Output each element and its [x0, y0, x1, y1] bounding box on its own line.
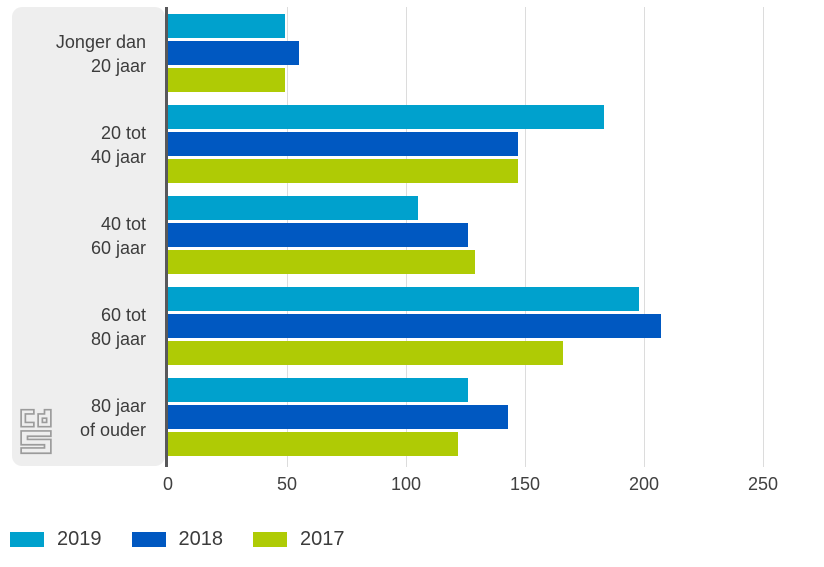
x-tick-label-200: 200 [628, 474, 660, 494]
category-label-0: Jonger dan 20 jaar [12, 30, 146, 78]
legend-label: 2017 [300, 528, 345, 550]
bar-2017-category-0 [168, 68, 285, 92]
bar-2017-category-1 [168, 159, 518, 183]
category-label-line1: 20 tot [100, 123, 146, 143]
y-axis-line [165, 7, 168, 467]
bar-2018-category-0 [168, 41, 299, 65]
category-label-line1: 40 tot [100, 214, 146, 234]
legend-item-2019: 2019 [10, 528, 102, 550]
category-label-line2: 40 jaar [90, 147, 146, 167]
bar-2017-category-4 [168, 432, 459, 456]
legend-swatch-2019 [10, 531, 44, 547]
bar-2019-category-0 [168, 14, 285, 38]
legend: 2019 2018 2017 [10, 528, 375, 550]
bar-2019-category-1 [168, 105, 604, 129]
category-label-line2: 20 jaar [90, 56, 146, 76]
category-label-line1: 80 jaar [90, 396, 146, 416]
bar-2019-category-3 [168, 287, 640, 311]
category-label-line2: 80 jaar [90, 329, 146, 349]
bar-2018-category-2 [168, 223, 468, 247]
gridline-200 [643, 7, 645, 467]
category-label-1: 20 tot 40 jaar [12, 121, 146, 169]
cbs-logo-s [20, 430, 52, 455]
category-label-line2: of ouder [79, 420, 146, 440]
legend-swatch-2017 [253, 531, 287, 547]
x-tick-label-50: 50 [276, 474, 298, 494]
legend-swatch-2018 [131, 531, 166, 547]
category-label-3: 60 tot 80 jaar [12, 303, 146, 351]
x-tick-label-100: 100 [390, 474, 422, 494]
bar-2018-category-1 [168, 132, 518, 156]
category-label-line2: 60 jaar [90, 238, 146, 258]
legend-item-2017: 2017 [253, 528, 345, 550]
cbs-logo-b [37, 408, 52, 428]
x-tick-label-150: 150 [509, 474, 541, 494]
legend-label: 2018 [178, 528, 224, 550]
bar-2017-category-3 [168, 341, 564, 365]
category-label-2: 40 tot 60 jaar [12, 212, 146, 260]
bar-2017-category-2 [168, 250, 476, 274]
x-tick-label-250: 250 [747, 474, 779, 494]
bar-2019-category-4 [168, 378, 468, 402]
legend-item-2018: 2018 [131, 528, 224, 550]
cbs-logo-c [20, 408, 35, 428]
cbs-logo-icon [20, 408, 52, 455]
legend-label: 2019 [57, 528, 102, 550]
x-tick-label-0: 0 [162, 474, 174, 494]
bar-2018-category-3 [168, 314, 661, 338]
category-label-line1: Jonger dan [55, 32, 146, 52]
category-label-4: 80 jaar of ouder [12, 394, 146, 442]
bar-2019-category-2 [168, 196, 418, 220]
gridline-150 [524, 7, 526, 467]
gridline-250 [762, 7, 764, 467]
bar-2018-category-4 [168, 405, 509, 429]
category-label-line1: 60 tot [100, 305, 146, 325]
category-panel [12, 7, 165, 466]
